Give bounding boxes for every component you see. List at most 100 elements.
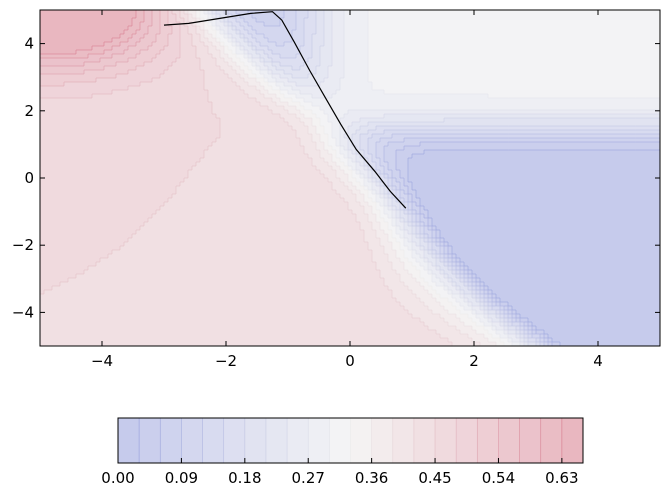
contour-band-4 (440, 254, 445, 259)
contour-band-9 (236, 50, 245, 55)
contour-band-3 (392, 134, 660, 139)
contour-band-13 (368, 246, 385, 251)
contour-band-9 (340, 150, 349, 155)
contour-band-8 (368, 178, 373, 183)
contour-band-8 (408, 238, 413, 243)
contour-band-2 (384, 150, 397, 155)
contour-band-20 (124, 30, 137, 35)
contour-band-7 (516, 334, 521, 339)
contour-band-18 (152, 18, 161, 23)
contour-band-13 (356, 218, 369, 223)
contour-band-13 (448, 338, 473, 343)
contour-band-14 (196, 46, 209, 51)
contour-band-8 (392, 210, 397, 215)
contour-band-6 (412, 226, 417, 231)
colorbar-swatch (498, 418, 521, 463)
contour-band-11 (324, 142, 329, 147)
contour-band-10 (336, 154, 345, 159)
contour-band-10 (420, 274, 433, 279)
contour-band-4 (528, 334, 533, 339)
contour-band-5 (376, 170, 381, 175)
contour-band-8 (440, 278, 449, 283)
contour-band-4 (448, 262, 453, 267)
contour-band-6 (224, 18, 229, 23)
contour-band-12 (368, 218, 377, 223)
colorbar-frame (117, 417, 584, 464)
contour-band-21 (40, 26, 129, 31)
contour-band-9 (392, 222, 397, 227)
contour-band-3 (436, 242, 441, 247)
contour-band-14 (204, 74, 229, 79)
contour-band-8 (348, 154, 357, 159)
contour-band-8 (300, 90, 337, 95)
contour-band-12 (480, 342, 497, 346)
contour-band-10 (460, 310, 473, 315)
contour-band-6 (220, 14, 229, 19)
contour-band-1 (536, 330, 545, 335)
contour-band-13 (452, 342, 481, 346)
contour-band-7 (356, 158, 365, 163)
contour-band-15 (40, 206, 161, 211)
contour-band-3 (480, 290, 485, 295)
contour-band-2 (488, 294, 493, 299)
contour-band-5 (304, 26, 317, 31)
contour-band-15 (40, 138, 217, 143)
contour-band-3 (276, 42, 285, 47)
contour-band-19 (144, 14, 153, 19)
contour-band-5 (416, 230, 421, 235)
contour-band-13 (376, 266, 393, 271)
contour-band-15 (40, 126, 221, 131)
contour-band-2 (420, 218, 429, 223)
contour-band-1 (416, 202, 421, 207)
contour-band-10 (324, 126, 333, 131)
contour-band-11 (412, 274, 421, 279)
contour-band-4 (280, 54, 297, 59)
contour-band-11 (376, 218, 385, 223)
contour-band-14 (96, 262, 377, 267)
contour-band-10 (320, 122, 333, 127)
contour-band-8 (348, 150, 353, 155)
contour-band-2 (384, 154, 397, 159)
contour-band-10 (304, 106, 321, 111)
contour-band-17 (136, 54, 157, 59)
contour-band-9 (396, 226, 401, 231)
contour-band-0 (436, 226, 660, 231)
contour-band-15 (180, 26, 189, 31)
contour-band-13 (260, 102, 277, 107)
contour-band-11 (372, 210, 381, 215)
contour-band-9 (228, 38, 233, 43)
contour-band-6 (476, 298, 481, 303)
contour-band-8 (340, 142, 349, 147)
contour-band-14 (136, 230, 365, 235)
contour-band-16 (136, 66, 169, 71)
contour-band-7 (388, 198, 393, 203)
contour-band-12 (448, 322, 465, 327)
contour-band-2 (404, 190, 409, 195)
colorbar-tick-label: 0.36 (355, 469, 388, 487)
contour-band-8 (484, 314, 489, 319)
contour-band-7 (324, 42, 333, 47)
contour-band-10 (488, 330, 497, 335)
y-tick-label: 2 (24, 102, 34, 120)
contour-band-9 (344, 38, 369, 43)
contour-band-1 (404, 178, 409, 183)
contour-band-7 (380, 186, 385, 191)
contour-band-7 (428, 258, 437, 263)
contour-band-4 (420, 226, 425, 231)
contour-band-2 (384, 146, 405, 151)
contour-band-19 (40, 58, 101, 63)
contour-band-2 (480, 286, 485, 291)
contour-band-6 (448, 274, 457, 279)
contour-band-6 (312, 54, 321, 59)
contour-band-9 (460, 302, 469, 307)
contour-band-15 (40, 118, 221, 123)
contour-band-5 (464, 282, 469, 287)
contour-band-9 (332, 122, 341, 127)
contour-band-4 (420, 230, 425, 235)
contour-band-11 (212, 34, 217, 39)
contour-band-6 (264, 58, 273, 63)
contour-band-5 (388, 186, 393, 191)
contour-band-3 (416, 214, 421, 219)
contour-band-15 (40, 98, 209, 103)
contour-band-0 (432, 218, 660, 223)
